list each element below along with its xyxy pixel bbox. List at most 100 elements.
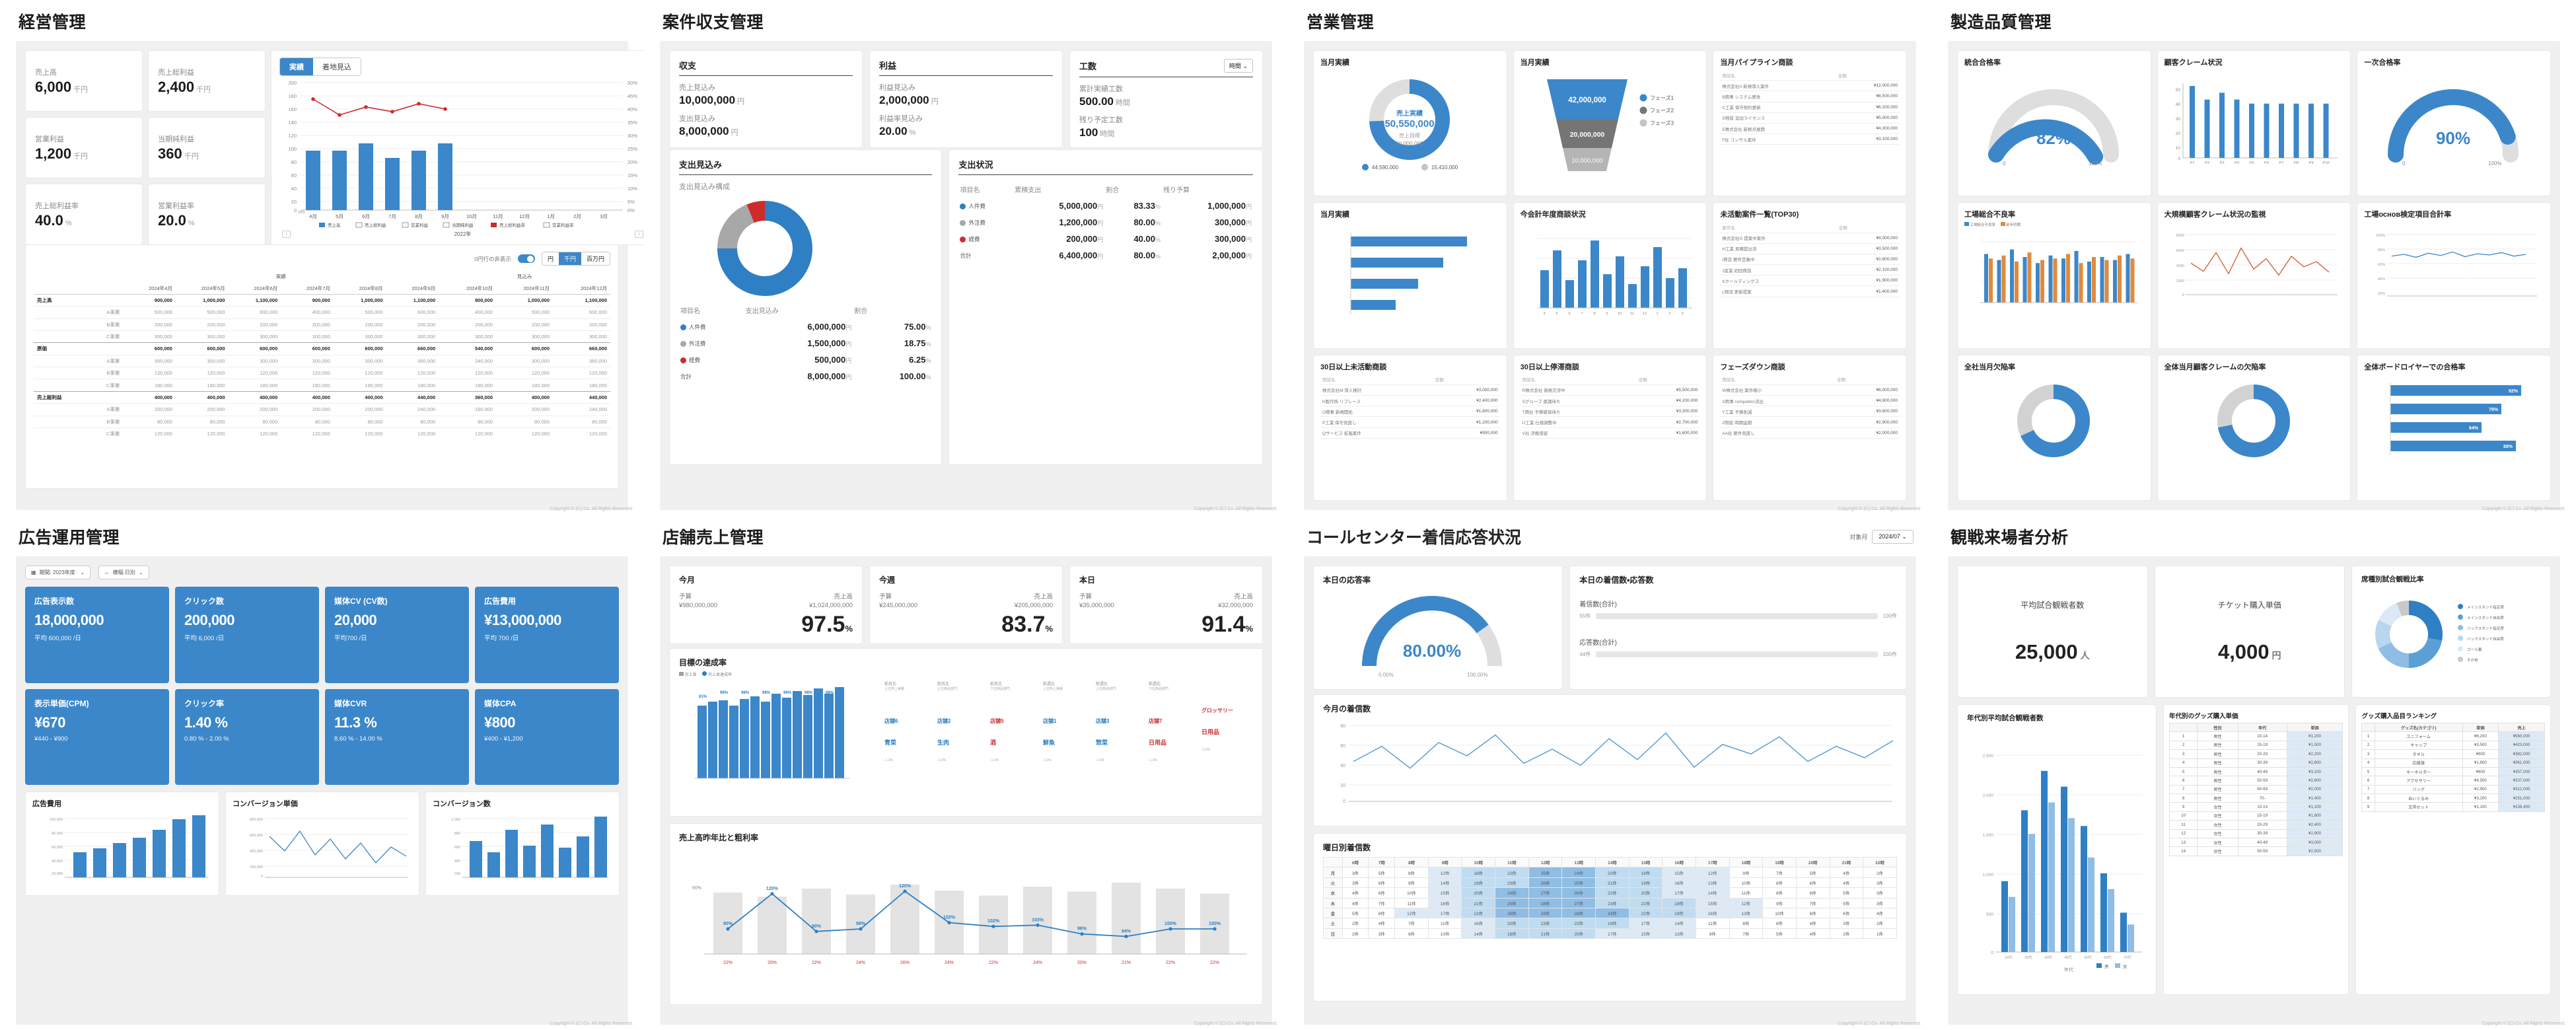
tab-chakuchi[interactable]: 着地見込 bbox=[313, 58, 361, 75]
kosu-unit-select[interactable]: 時間 ⌄ bbox=[1223, 59, 1253, 73]
svg-text:7: 7 bbox=[1581, 312, 1583, 316]
budget-label: 予算 bbox=[679, 593, 692, 601]
list-item[interactable]: O商事 新規開拓 ¥1,800,000 bbox=[1320, 406, 1500, 418]
table-cell: ¥1,400 bbox=[2286, 793, 2343, 803]
list-item[interactable]: E株式会社 新拠点展開 ¥4,300,000 bbox=[1720, 123, 1900, 135]
panel-body-tenpo: 今月 予算 売上高 ¥980,000,000 ¥1,024,000,000 97.5% 今週… bbox=[660, 556, 1272, 1025]
hour-header: 6時 bbox=[1342, 856, 1369, 868]
list-item[interactable]: 株式会社M 導入検討 ¥3,000,000 bbox=[1320, 385, 1500, 396]
heatmap-cell: 2件 bbox=[1863, 918, 1897, 929]
svg-text:11: 11 bbox=[1630, 312, 1634, 316]
unit-yen[interactable]: 円 bbox=[542, 252, 559, 265]
card-gauge-integrated: 統合合格率 82% 0 100% bbox=[1957, 50, 2151, 197]
svg-text:1,500: 1,500 bbox=[1983, 833, 1994, 838]
list-item[interactable]: T商社 予算確保待ち ¥3,300,000 bbox=[1520, 406, 1700, 418]
table-row: 日 2件 3件 6件 10件 14件 18件 21件 20件 17件 15件 12件 9件 7件 5件 4件 2… bbox=[1323, 928, 1897, 939]
card-response-rate-gauge: 本日の応答率 80.00% 0.00% 100.00% bbox=[1313, 566, 1563, 690]
heatmap-cell: 12件 bbox=[1662, 928, 1696, 939]
tile-label: 表示単価(CPM) bbox=[34, 698, 89, 708]
list-item[interactable]: F社 コンサル案件 ¥3,100,000 bbox=[1720, 133, 1900, 145]
metric-unit: 円 bbox=[931, 98, 939, 106]
list-item[interactable]: N製作所 リプレース ¥2,400,000 bbox=[1320, 395, 1500, 407]
panel-anken: 案件収支管理 収支 売上見込み 10,000,000 円 支出見込み 8,000,… bbox=[644, 0, 1288, 515]
list-item[interactable]: L物流 更新提案 ¥1,400,000 bbox=[1720, 285, 1900, 297]
copyright: Copyright © (C) Co. All Rights Reserved. bbox=[1838, 1021, 1921, 1026]
table-cell: ¥158,400 bbox=[2498, 802, 2545, 812]
heatmap-cell: 17件 bbox=[1427, 907, 1462, 919]
svg-text:90%: 90% bbox=[723, 922, 733, 926]
unit-segment-group[interactable]: 円 千円 百万円 bbox=[541, 252, 610, 266]
next-year-button[interactable]: › bbox=[634, 231, 643, 238]
stagnant-deal-list: 商談名 金額 R株式会社 価格交渉中 ¥5,500,000 Sグループ 稟議待ち ¥4,2… bbox=[1520, 374, 1700, 439]
tab-jisseki[interactable]: 実績 bbox=[280, 58, 313, 75]
list-item[interactable]: AA社 要件見直し ¥2,000,000 bbox=[1720, 427, 1900, 439]
prev-year-button[interactable]: ‹ bbox=[282, 231, 291, 238]
list-item[interactable]: C工業 保守契約更新 ¥6,200,000 bbox=[1720, 102, 1900, 113]
list-item[interactable]: Sグループ 稟議待ち ¥4,200,000 bbox=[1520, 395, 1700, 407]
tile-label: 媒体CPA bbox=[484, 698, 517, 708]
list-item[interactable]: B商事 システム更改 ¥8,500,000 bbox=[1720, 91, 1900, 102]
list-item[interactable]: Kホールディングス ¥1,900,000 bbox=[1720, 275, 1900, 287]
inspection-total-rate-line: 100% 80% 60% 40% 20% bbox=[2376, 234, 2538, 297]
card-title: 目標の達成率 bbox=[679, 658, 727, 667]
metric-value: 20.00 bbox=[879, 125, 908, 137]
target-month-select[interactable]: 2024/07 ⌄ bbox=[1872, 529, 1914, 544]
list-item[interactable]: Z物産 時期延期 ¥2,900,000 bbox=[1720, 416, 1900, 428]
table-cell: 360,000 bbox=[439, 390, 497, 404]
table-cell: 440,000 bbox=[553, 390, 610, 404]
goal-rank-column: 前月比 上位商品部門 店舗2 生肉 -1.0% bbox=[937, 681, 989, 805]
card-eigyo-list3: 30日以上停滞商談 商談名 金額 R株式会社 価格交渉中 ¥5,500,000 Sグルー… bbox=[1513, 354, 1707, 501]
list-item[interactable]: I商会 要件定義中 ¥2,800,000 bbox=[1720, 254, 1900, 266]
list-item[interactable]: D物産 追加ライセンス ¥5,000,000 bbox=[1720, 112, 1900, 124]
svg-text:400,000: 400,000 bbox=[250, 850, 263, 854]
hour-header: 17時 bbox=[1695, 856, 1730, 868]
svg-text:40%: 40% bbox=[627, 106, 637, 112]
unit-million-yen[interactable]: 百万円 bbox=[581, 252, 610, 265]
kpi-unit: % bbox=[65, 219, 72, 227]
hour-header: 15時 bbox=[1628, 856, 1663, 868]
goal-achievement-chart: 81% 98% 98% 98% 98% 98% 98% bbox=[695, 687, 849, 779]
list-item[interactable]: J産業 初回商談 ¥2,100,000 bbox=[1720, 264, 1900, 276]
width-filter[interactable]: ↔ 横幅:日別 ⌄ bbox=[98, 566, 149, 579]
list-item[interactable]: U工業 仕様調整中 ¥2,700,000 bbox=[1520, 416, 1700, 428]
svg-text:70代: 70代 bbox=[2124, 955, 2131, 960]
chart-tab-group[interactable]: 実績 着地見込 bbox=[279, 57, 361, 76]
svg-text:180: 180 bbox=[288, 93, 297, 99]
heatmap-cell: 13件 bbox=[1695, 877, 1730, 889]
zero-row-toggle[interactable] bbox=[517, 254, 535, 263]
svg-text:2,000: 2,000 bbox=[1983, 793, 1994, 798]
keiei-combo-chart: 200 180 160 140 120 100 80 60 40 20 0 万円 50% 45… bbox=[288, 80, 637, 228]
metric-unit: 円 bbox=[731, 129, 738, 137]
kpi-column-left: 売上高 6,000 千円 営業利益 1,200 千円 売上総利益率 40.0% bbox=[25, 50, 143, 245]
list-item[interactable]: Qサービス 拡張案件 ¥900,000 bbox=[1320, 427, 1500, 439]
heatmap-cell: 9件 bbox=[1762, 897, 1797, 908]
unit-thousand-yen[interactable]: 千円 bbox=[558, 252, 581, 265]
list-item[interactable]: H工業 見積提出済 ¥3,500,000 bbox=[1720, 243, 1900, 254]
list-item[interactable]: Y工業 予算削減 ¥3,600,000 bbox=[1720, 406, 1900, 418]
goal-rank-column: 前週比 上位商品部門 店舗3 惣菜 -1.0% bbox=[1096, 681, 1147, 805]
list-item[interactable]: 株式会社A 新規導入案件 ¥12,000,000 bbox=[1720, 80, 1900, 92]
list-item[interactable]: R株式会社 価格交渉中 ¥5,500,000 bbox=[1520, 385, 1700, 396]
svg-text:60,000: 60,000 bbox=[52, 846, 63, 850]
table-cell: 500,000 bbox=[175, 306, 229, 318]
bar-current: 55件 bbox=[1579, 613, 1591, 619]
svg-text:10,000,000: 10,000,000 bbox=[1571, 157, 1603, 165]
table-col-header: 2024年10月 bbox=[439, 282, 497, 295]
list-item: 外注費 1,500,000円 18.75% bbox=[679, 335, 932, 351]
heatmap-cell: 4件 bbox=[1342, 887, 1369, 899]
list-item[interactable]: W株式会社 案件縮小 ¥6,000,000 bbox=[1720, 385, 1900, 396]
kpi-column-right: 売上総利益 2,400 千円 当期純利益 360 千円 営業利益率 20.0% bbox=[148, 50, 266, 245]
tile-subtext: 平均 700 /日 bbox=[484, 635, 519, 642]
table-cell: 120,000 bbox=[281, 366, 334, 379]
group-header-forecast: 見込み bbox=[517, 274, 532, 280]
list-item[interactable]: 株式会社G 提案中案件 ¥4,000,000 bbox=[1720, 233, 1900, 244]
list-item[interactable]: P工業 保守見直し ¥1,200,000 bbox=[1320, 416, 1500, 428]
list-item[interactable]: X商事 competitor流出 ¥4,800,000 bbox=[1720, 395, 1900, 407]
period-filter[interactable]: ▦ 期間: 2023年度· ⌄ bbox=[25, 566, 91, 579]
table-cell: 10-14 bbox=[2237, 731, 2287, 741]
card-gauge-first-pass: 一次合格率 90% 0 100% bbox=[2357, 50, 2551, 197]
heatmap-cell: 28件 bbox=[1528, 897, 1563, 908]
bar bbox=[2113, 260, 2117, 303]
list-item[interactable]: V社 決裁保留 ¥1,600,000 bbox=[1520, 427, 1700, 439]
heatmap-cell: 3件 bbox=[1829, 918, 1864, 929]
